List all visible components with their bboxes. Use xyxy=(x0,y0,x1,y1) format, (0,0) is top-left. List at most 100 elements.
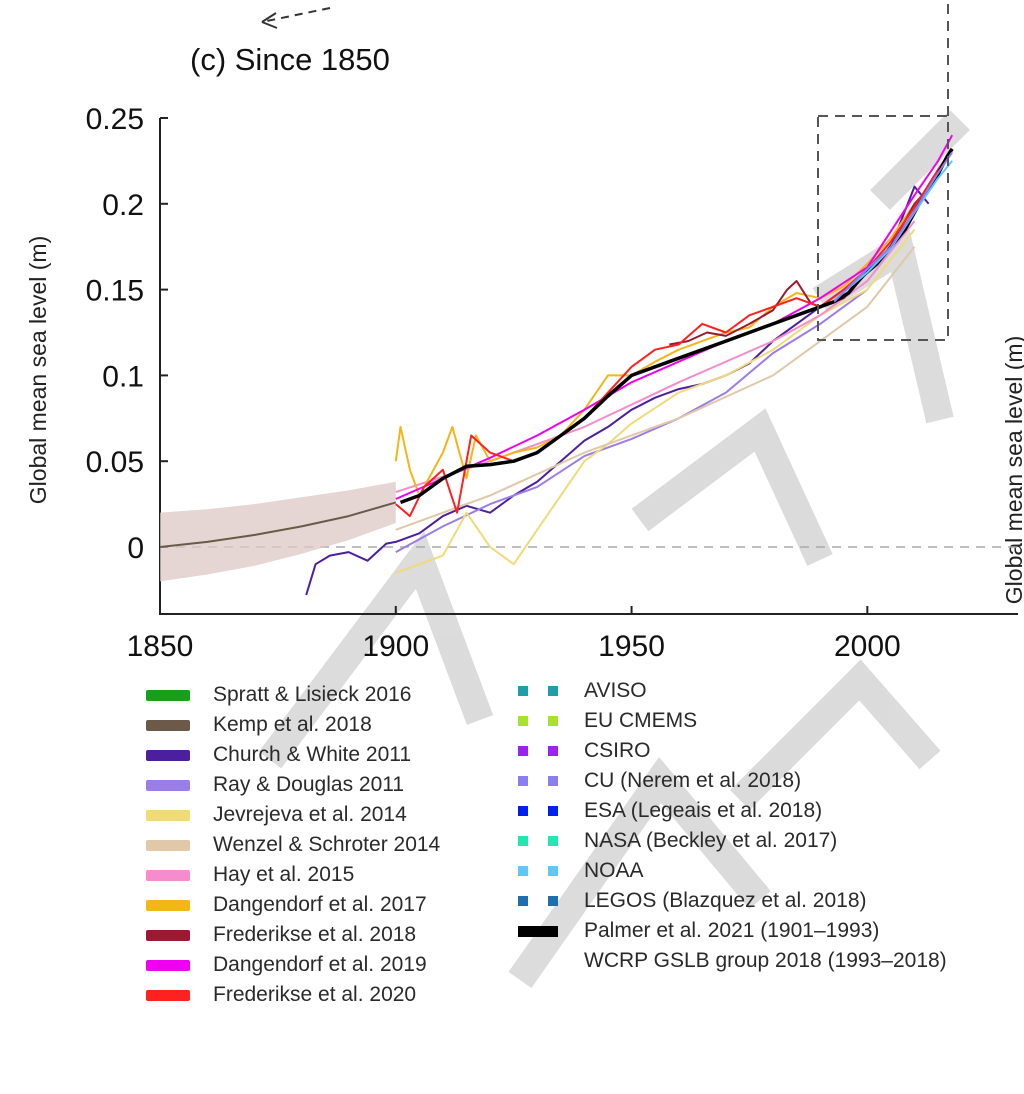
legend-label: CU (Nerem et al. 2018) xyxy=(584,769,802,792)
legend-label: NOAA xyxy=(584,859,644,882)
legend-item: ESA (Legeais et al. 2018) xyxy=(518,796,947,826)
legend-swatch xyxy=(146,779,190,791)
y-tick-label: 0 xyxy=(127,532,144,565)
legend-label: NASA (Beckley et al. 2017) xyxy=(584,829,838,852)
legend-label: Spratt & Lisieck 2016 xyxy=(213,683,412,706)
legend-item: Palmer et al. 2021 (1901–1993) xyxy=(518,916,947,946)
y-axis-label: Global mean sea level (m) xyxy=(25,236,51,504)
series-line xyxy=(395,288,868,553)
watermark-stroke xyxy=(508,756,771,989)
legend-square xyxy=(548,866,558,876)
series-line xyxy=(159,501,397,548)
x-tick-label: 1950 xyxy=(598,630,665,663)
series-line xyxy=(395,148,954,518)
legend-square xyxy=(518,866,528,876)
series-line xyxy=(395,220,916,494)
legend-swatch xyxy=(146,809,190,821)
legend-item: Ray & Douglas 2011 xyxy=(146,770,440,800)
legend-label: WCRP GSLB group 2018 (1993–2018) xyxy=(584,949,947,972)
legend-item: Jevrejeva et al. 2014 xyxy=(146,800,440,830)
x-tick-label: 1850 xyxy=(127,630,194,663)
legend-square xyxy=(548,776,558,786)
legend-marker xyxy=(518,746,558,756)
legend-marker xyxy=(518,866,558,876)
legend-square xyxy=(548,686,558,696)
legend-swatch xyxy=(146,929,190,941)
legend-left: Spratt & Lisieck 2016 Kemp et al. 2018 Chu… xyxy=(146,680,440,1010)
watermark-stroke xyxy=(870,110,970,210)
y-tick-label: 0.2 xyxy=(102,189,144,222)
legend-square xyxy=(518,836,528,846)
legend-square xyxy=(548,836,558,846)
legend-label: Dangendorf et al. 2017 xyxy=(213,893,427,916)
chart-title: (c) Since 1850 xyxy=(190,42,390,77)
legend-item: Church & White 2011 xyxy=(146,740,440,770)
legend-label: Frederikse et al. 2018 xyxy=(213,923,417,946)
legend-item: Spratt & Lisieck 2016 xyxy=(146,680,440,710)
series-line xyxy=(833,151,954,303)
y-tick-label: 0.15 xyxy=(86,275,144,308)
series-lines xyxy=(159,134,954,596)
legend-swatch xyxy=(146,749,190,761)
legend-label: LEGOS (Blazquez et al. 2018) xyxy=(584,889,867,912)
legend-right: AVISO EU CMEMS CSIRO CU (Nerem et al. 2018)… xyxy=(518,676,947,976)
legend-swatch xyxy=(146,899,190,911)
legend-item: LEGOS (Blazquez et al. 2018) xyxy=(518,886,947,916)
legend-marker xyxy=(518,925,558,937)
legend-item: Frederikse et al. 2020 xyxy=(146,980,440,1010)
legend-marker xyxy=(518,716,558,726)
legend-label: CSIRO xyxy=(584,739,651,762)
legend-item: Hay et al. 2015 xyxy=(146,860,440,890)
legend-label: Hay et al. 2015 xyxy=(213,863,355,886)
legend-label: Dangendorf et al. 2019 xyxy=(213,953,427,976)
series-line xyxy=(395,134,954,500)
watermark-stroke xyxy=(812,227,954,424)
legend-item: NASA (Beckley et al. 2017) xyxy=(518,826,947,856)
legend-marker xyxy=(518,686,558,696)
axes: 0.25 0.2 0.15 0.1 0.05 0 1850 1900 1950 2000 xyxy=(86,103,1018,663)
legend-square xyxy=(518,716,528,726)
watermark-stroke xyxy=(258,531,494,769)
legend-label: EU CMEMS xyxy=(584,709,698,732)
y-tick-label: 0.25 xyxy=(86,103,144,136)
legend-square xyxy=(518,776,528,786)
legend-item: Wenzel & Schroter 2014 xyxy=(146,830,440,860)
legend-item: Frederikse et al. 2018 xyxy=(146,920,440,950)
legend-item: Kemp et al. 2018 xyxy=(146,710,440,740)
legend-label: ESA (Legeais et al. 2018) xyxy=(584,799,823,822)
zoom-box xyxy=(817,0,949,341)
legend-item: WCRP GSLB group 2018 (1993–2018) xyxy=(518,946,947,976)
legend-swatch xyxy=(146,869,190,881)
legend-swatch xyxy=(146,959,190,971)
legend-label: AVISO xyxy=(584,679,647,702)
legend-label: Frederikse et al. 2020 xyxy=(213,983,417,1006)
legend-label: Ray & Douglas 2011 xyxy=(213,773,405,796)
series-line xyxy=(399,299,835,505)
legend-square xyxy=(548,806,558,816)
legend-label: Wenzel & Schroter 2014 xyxy=(213,833,441,856)
series-line xyxy=(395,228,916,574)
legend-square xyxy=(548,716,558,726)
legend-square xyxy=(518,686,528,696)
series-line xyxy=(394,177,939,497)
legend-square xyxy=(518,896,528,906)
legend-bar xyxy=(518,925,558,937)
watermark-stroke xyxy=(631,408,833,566)
legend-swatch xyxy=(146,719,190,731)
legend-item: Dangendorf et al. 2019 xyxy=(146,950,440,980)
legend-item: CU (Nerem et al. 2018) xyxy=(518,766,947,796)
legend-square xyxy=(518,746,528,756)
legend-item: NOAA xyxy=(518,856,947,886)
y-tick-label: 0.1 xyxy=(102,360,144,393)
legend-label: Kemp et al. 2018 xyxy=(213,713,372,736)
legend-item: AVISO xyxy=(518,676,947,706)
legend-swatch xyxy=(146,989,190,1001)
right-axis-label-partial: Global mean sea level (m) xyxy=(1001,336,1024,604)
legend-item: Dangendorf et al. 2017 xyxy=(146,890,440,920)
legend-swatch xyxy=(146,839,190,851)
y-tick-label: 0.05 xyxy=(86,446,144,479)
legend-item: EU CMEMS xyxy=(518,706,947,736)
legend-swatch xyxy=(146,689,190,701)
legend-square xyxy=(548,896,558,906)
